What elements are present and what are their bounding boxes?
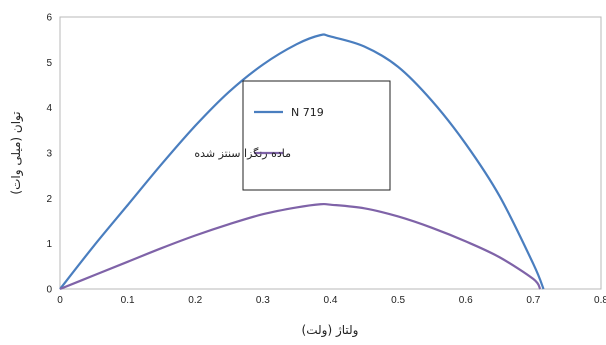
- x-tick-label: 0.6: [459, 295, 473, 306]
- y-tick-label: 2: [46, 194, 52, 205]
- y-tick-label: 0: [46, 285, 52, 296]
- series-line-n719: [59, 33, 545, 290]
- x-tick-label: 0.1: [121, 295, 135, 306]
- x-axis-ticks: 0 0.1 0.2 0.3 0.4 0.5 0.6 0.7 0.8: [57, 295, 606, 306]
- x-tick-label: 0.8: [594, 295, 606, 306]
- legend-label-synthesized-dye: ماده رنگزا سنتز شده: [194, 147, 291, 160]
- x-tick-label: 0.7: [526, 295, 540, 306]
- y-tick-label: 6: [46, 13, 52, 24]
- y-tick-label: 3: [46, 149, 52, 160]
- y-axis-ticks: 0 1 2 3 4 5 6: [46, 13, 52, 296]
- x-tick-label: 0.3: [256, 295, 270, 306]
- legend-box: [242, 80, 391, 191]
- series-line-synthesized-dye: [59, 202, 542, 291]
- legend-label-n719: N 719: [291, 106, 324, 119]
- plot-area-frame: [59, 16, 602, 290]
- x-tick-label: 0.5: [391, 295, 405, 306]
- y-tick-label: 4: [46, 103, 52, 114]
- y-axis-title: توان (میلی وات): [9, 111, 24, 194]
- x-tick-label: 0: [57, 295, 63, 306]
- series-layer: [59, 33, 545, 291]
- y-tick-label: 1: [46, 239, 52, 250]
- x-tick-label: 0.2: [188, 295, 202, 306]
- x-axis-title: ولتاژ (ولت): [302, 323, 359, 338]
- x-tick-label: 0.4: [324, 295, 338, 306]
- legend: N 719 ماده رنگزا سنتز شده: [194, 80, 391, 191]
- y-tick-label: 5: [46, 58, 52, 69]
